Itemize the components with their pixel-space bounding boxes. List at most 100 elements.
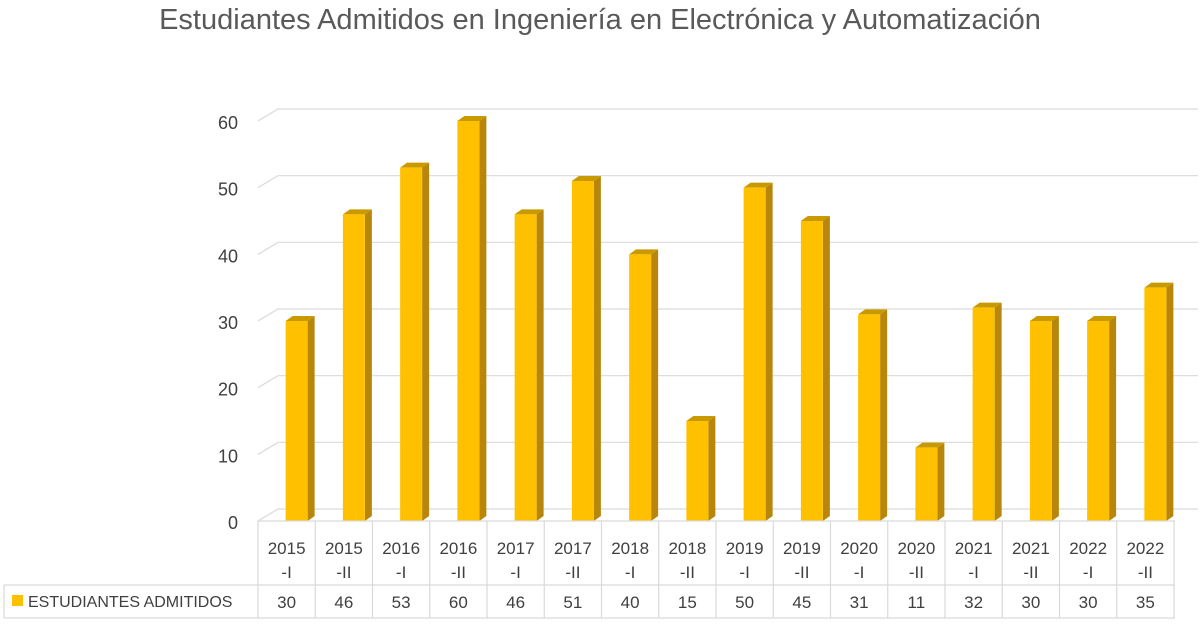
data-table: 2015 -I 30 2015 -II 46 2016 -I 53 2016 -II 60 2017 -I… [3, 520, 1175, 619]
bar-side [422, 162, 430, 521]
bar-top [1087, 316, 1117, 321]
data-label: 46 [334, 593, 353, 612]
gridline [257, 108, 1198, 122]
bar-side [651, 249, 659, 522]
gridlines [257, 108, 1198, 522]
bar-top [1144, 282, 1174, 288]
bar [686, 421, 709, 521]
bar [1144, 287, 1167, 521]
y-tick-label: 20 [218, 380, 238, 400]
bar [571, 181, 594, 521]
chart-title: Estudiantes Admitidos en Ingeniería en E… [159, 4, 1041, 36]
bar [915, 447, 938, 521]
legend-swatch [12, 595, 23, 606]
bar [457, 121, 480, 521]
data-label: 40 [621, 593, 640, 612]
bar [743, 187, 766, 521]
x-category-label: -II [451, 563, 466, 582]
data-label: 60 [449, 593, 468, 612]
y-tick-label: 40 [218, 246, 238, 266]
x-category-label: -II [909, 563, 924, 582]
data-label: 46 [506, 593, 525, 612]
bar [285, 321, 308, 521]
x-category-label: -I [968, 563, 978, 582]
x-category-label: -I [625, 563, 635, 582]
x-category-label: -I [281, 563, 291, 582]
bar-side [937, 442, 945, 521]
x-category-label: 2020 [897, 539, 935, 558]
bar-top [514, 209, 544, 215]
y-tick-label: 60 [218, 113, 238, 133]
bar-side [479, 116, 487, 521]
bar-top [858, 309, 888, 315]
gridline [257, 375, 1198, 389]
x-category-label: 2017 [497, 539, 535, 558]
bar [858, 314, 881, 521]
bar-top [686, 416, 716, 421]
bar-top [457, 116, 487, 121]
y-tick-label: 0 [228, 513, 238, 533]
x-category-label: 2015 [268, 539, 306, 558]
x-category-label: 2016 [382, 539, 420, 558]
x-category-label: -II [1023, 563, 1038, 582]
bar-side [880, 309, 888, 521]
bar [342, 214, 365, 522]
x-category-label: 2019 [726, 539, 764, 558]
gridline [257, 441, 1198, 455]
bar [629, 254, 652, 522]
bar-top [972, 302, 1002, 308]
gridline [257, 241, 1198, 255]
data-label: 51 [563, 593, 582, 612]
bar-top [915, 442, 945, 448]
x-category-label: 2022 [1069, 539, 1107, 558]
legend-label: ESTUDIANTES ADMITIDOS [28, 594, 232, 611]
bar-side [822, 216, 830, 521]
x-category-label: -I [1083, 563, 1093, 582]
x-category-label: -II [336, 563, 351, 582]
bar [514, 214, 537, 522]
x-category-label: 2021 [1012, 539, 1050, 558]
bar-side [765, 182, 773, 521]
x-category-label: 2017 [554, 539, 592, 558]
bar [800, 221, 823, 521]
data-label: 32 [964, 593, 983, 612]
bar-top [800, 216, 830, 221]
data-label: 30 [1021, 593, 1040, 612]
bar-side [708, 416, 716, 521]
bar [972, 307, 995, 521]
y-axis-ticks: 0 10 20 30 40 50 60 [218, 113, 238, 533]
bar-top [342, 209, 372, 215]
data-label: 30 [277, 593, 296, 612]
gridline [257, 308, 1198, 322]
x-category-label: -I [396, 563, 406, 582]
data-label: 15 [678, 593, 697, 612]
bar-side [1051, 316, 1059, 521]
bar-side [593, 176, 601, 521]
data-label: 53 [392, 593, 411, 612]
bar-side [1166, 282, 1174, 521]
data-label: 31 [850, 593, 869, 612]
bar-top [1029, 316, 1059, 321]
y-tick-label: 10 [218, 446, 238, 466]
x-category-label: -I [739, 563, 749, 582]
x-category-label: -II [565, 563, 580, 582]
bar-side [364, 209, 372, 522]
bar-top [743, 182, 773, 188]
x-category-label: 2018 [611, 539, 649, 558]
bars [285, 116, 1174, 522]
bar-side [536, 209, 544, 522]
x-category-label: 2021 [955, 539, 993, 558]
bar-top [400, 162, 430, 168]
gridline [257, 508, 1198, 522]
x-category-label: 2015 [325, 539, 363, 558]
x-category-label: -II [680, 563, 695, 582]
x-category-label: -II [1138, 563, 1153, 582]
data-label: 11 [908, 593, 926, 612]
bar [400, 167, 423, 521]
y-tick-label: 30 [218, 313, 238, 333]
x-category-label: -I [854, 563, 864, 582]
bar-side [994, 302, 1002, 521]
data-label: 30 [1079, 593, 1098, 612]
x-category-label: 2018 [668, 539, 706, 558]
